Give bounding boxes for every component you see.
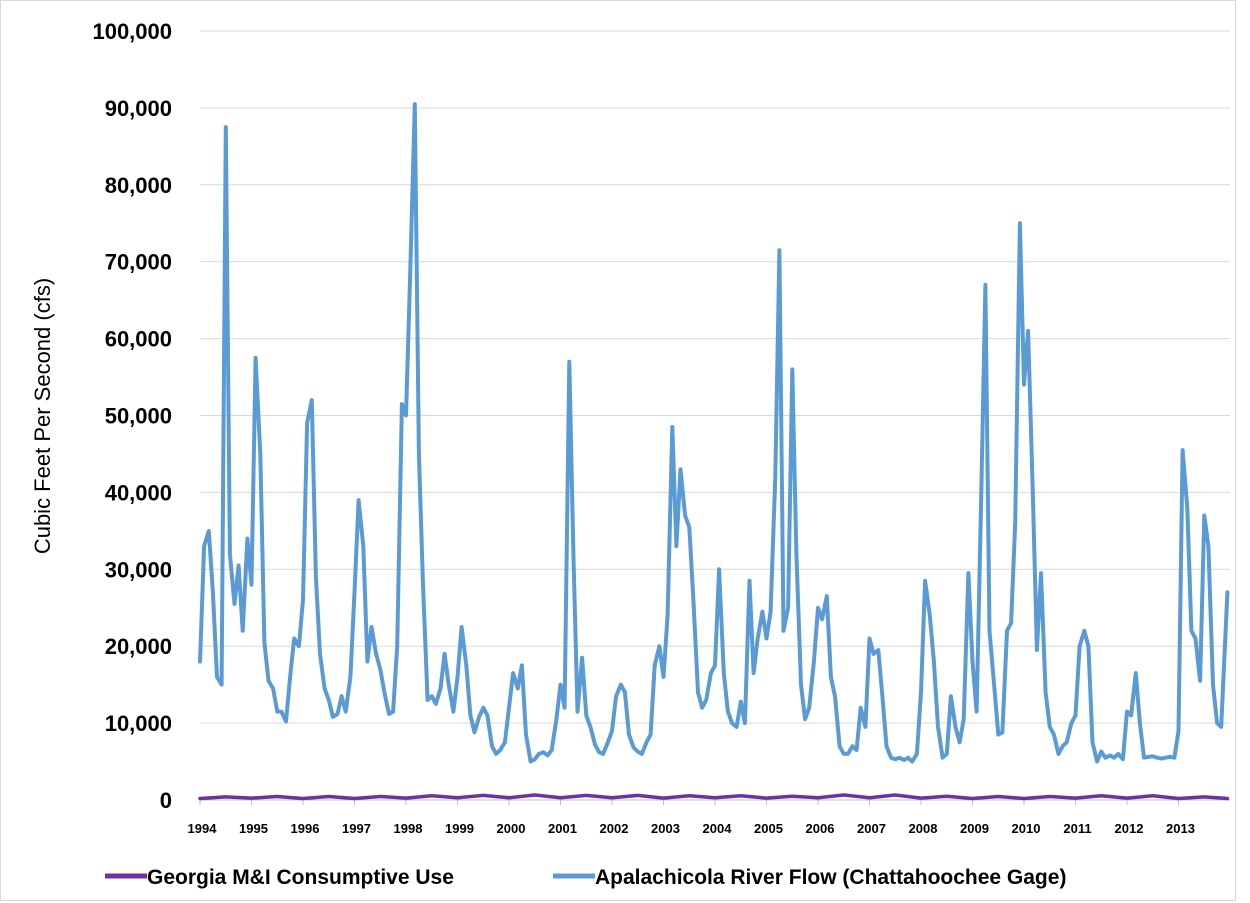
y-tick-label: 50,000 [105, 404, 172, 429]
x-tick-label: 2000 [497, 821, 526, 836]
y-tick-label: 70,000 [105, 250, 172, 275]
y-tick-label: 90,000 [105, 96, 172, 121]
x-tick-label: 2011 [1063, 821, 1091, 836]
x-tick-label: 2006 [806, 821, 835, 836]
x-tick-label: 2012 [1115, 821, 1144, 836]
y-tick-label: 20,000 [105, 634, 172, 659]
y-tick-label: 40,000 [105, 480, 172, 505]
y-tick-label: 100,000 [92, 19, 172, 44]
series-line-apalachicola-river-flow [198, 102, 1230, 764]
y-tick-label: 0 [160, 788, 172, 813]
series-line-georgia-mi-consumptive-use [198, 793, 1230, 801]
x-tick-labels: 1994 1995 1996 1997 1998 1999 2000 2001 2002 2003… [188, 800, 1195, 836]
x-tick-label: 2002 [600, 821, 629, 836]
x-tick-label: 2004 [703, 821, 733, 836]
x-tick-label: 2005 [754, 821, 783, 836]
x-tick-label: 2007 [857, 821, 886, 836]
x-tick-label: 1996 [291, 821, 320, 836]
gridlines [200, 30, 1230, 801]
x-tick-label: 2010 [1012, 821, 1041, 836]
x-tick-label: 1998 [394, 821, 423, 836]
y-axis-label: Cubic Feet Per Second (cfs) [30, 278, 55, 554]
x-tick-label: 2001 [548, 821, 577, 836]
y-tick-label: 60,000 [105, 327, 172, 352]
y-tick-labels: 0 10,000 20,000 30,000 40,000 50,000 60,000 70,… [92, 19, 172, 813]
x-tick-label: 1994 [188, 821, 218, 836]
legend-label-apalachicola-river-flow: Apalachicola River Flow (Chattahoochee G… [595, 866, 1066, 889]
legend: Georgia M&I Consumptive Use Apalachicola … [105, 866, 1066, 889]
x-tick-label: 2009 [960, 821, 989, 836]
y-tick-label: 80,000 [105, 173, 172, 198]
y-tick-label: 30,000 [105, 557, 172, 582]
x-tick-label: 1997 [342, 821, 371, 836]
y-tick-label: 10,000 [105, 711, 172, 736]
series-lines [198, 102, 1230, 801]
x-tick-label: 1995 [239, 821, 268, 836]
x-tick-label: 2008 [909, 821, 938, 836]
legend-label-georgia-mi-consumptive-use: Georgia M&I Consumptive Use [147, 866, 454, 889]
x-tick-label: 2003 [651, 821, 680, 836]
x-tick-label: 1999 [445, 821, 474, 836]
x-tick-label: 2013 [1166, 821, 1195, 836]
